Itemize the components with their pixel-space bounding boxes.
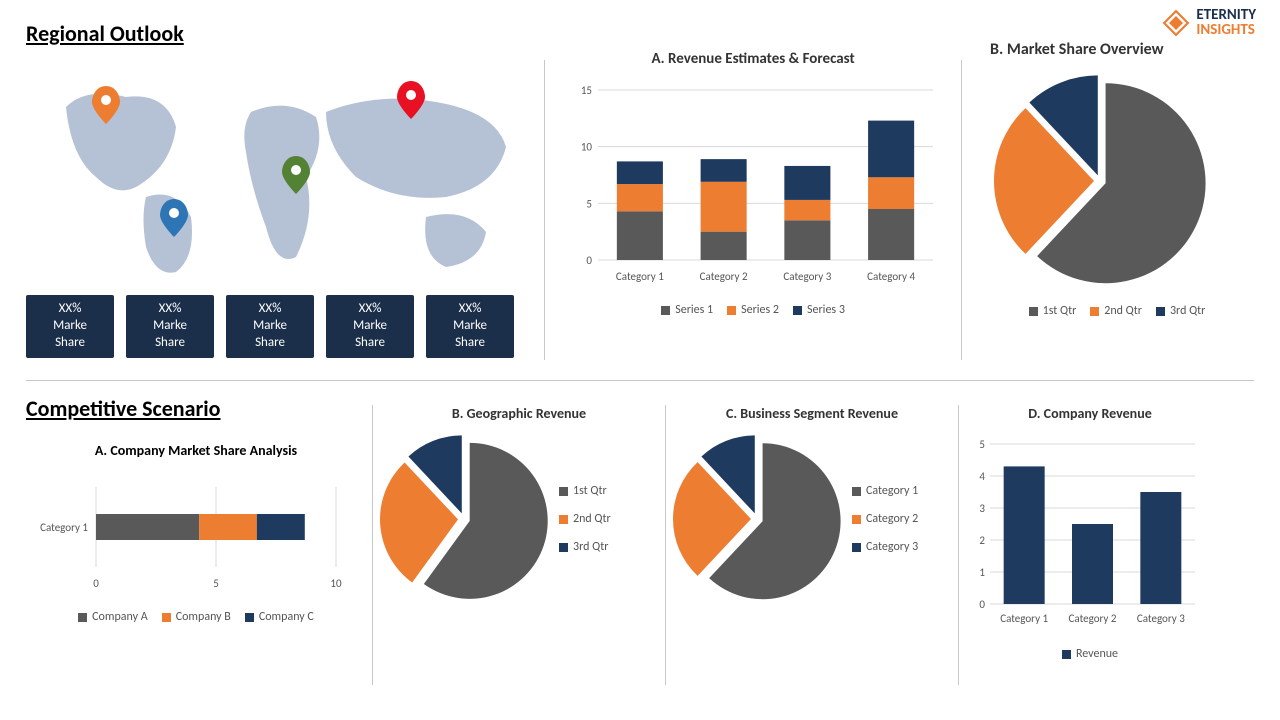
legend-item: 2nd Qtr bbox=[1090, 304, 1142, 318]
svg-text:Category 2: Category 2 bbox=[700, 270, 748, 283]
svg-text:2: 2 bbox=[979, 534, 985, 547]
svg-text:0: 0 bbox=[979, 598, 985, 611]
regional-outlook-panel: Regional Outlook XX%MarkeShareXX%MarkeSh… bbox=[26, 20, 536, 370]
svg-text:10: 10 bbox=[330, 577, 342, 590]
svg-text:4: 4 bbox=[979, 470, 985, 483]
geographic-revenue-chart: B. Geographic Revenue 1st Qtr 2nd Qtr 3rd … bbox=[379, 395, 659, 705]
market-share-box: XX%MarkeShare bbox=[126, 295, 214, 358]
svg-text:15: 15 bbox=[581, 84, 592, 97]
bottomB-title: B. Geographic Revenue bbox=[379, 405, 659, 422]
bottomC-title: C. Business Segment Revenue bbox=[672, 405, 952, 422]
legend-item: 3rd Qtr bbox=[559, 540, 611, 554]
legend-item: Revenue bbox=[1062, 647, 1118, 661]
legend-item: Company C bbox=[245, 610, 314, 624]
svg-text:Category 1: Category 1 bbox=[1000, 612, 1048, 625]
chartA-title: A. Revenue Estimates & Forecast bbox=[563, 50, 943, 68]
company-revenue-chart: D. Company Revenue 0 1 2 3 4 5 Category 1 Categ… bbox=[965, 395, 1215, 705]
world-map bbox=[26, 57, 536, 287]
svg-text:0: 0 bbox=[93, 577, 99, 590]
market-share-box: XX%MarkeShare bbox=[26, 295, 114, 358]
svg-text:Category 3: Category 3 bbox=[784, 270, 832, 283]
legend-item: Category 3 bbox=[852, 540, 918, 554]
svg-text:Category 2: Category 2 bbox=[1069, 612, 1117, 625]
bottomD-legend: Revenue bbox=[965, 647, 1215, 661]
compA-title: A. Company Market Share Analysis bbox=[26, 442, 366, 459]
chartB-title: B. Market Share Overview bbox=[980, 40, 1254, 59]
compA-legend: Company A Company B Company C bbox=[26, 610, 366, 624]
competitive-title: Competitive Scenario bbox=[26, 395, 366, 422]
market-share-pie: B. Market Share Overview 1st Qtr 2nd Qtr 3… bbox=[970, 20, 1254, 370]
svg-text:Category 3: Category 3 bbox=[1137, 612, 1185, 625]
divider bbox=[961, 60, 962, 360]
svg-text:1: 1 bbox=[979, 566, 985, 579]
market-share-box: XX%MarkeShare bbox=[426, 295, 514, 358]
svg-text:Category 1: Category 1 bbox=[616, 270, 664, 283]
divider bbox=[372, 405, 373, 685]
svg-text:5: 5 bbox=[587, 197, 593, 210]
svg-text:5: 5 bbox=[213, 577, 219, 590]
market-share-box: XX%MarkeShare bbox=[226, 295, 314, 358]
market-share-boxes: XX%MarkeShareXX%MarkeShareXX%MarkeShareX… bbox=[26, 295, 536, 358]
market-share-box: XX%MarkeShare bbox=[326, 295, 414, 358]
bottomC-legend: Category 1 Category 2 Category 3 bbox=[852, 484, 918, 554]
legend-item: 3rd Qtr bbox=[1156, 304, 1205, 318]
h-divider bbox=[26, 380, 1254, 381]
legend-item: Category 2 bbox=[852, 512, 918, 526]
legend-item: Company A bbox=[78, 610, 148, 624]
svg-text:5: 5 bbox=[979, 438, 985, 451]
divider bbox=[544, 60, 545, 360]
chartB-legend: 1st Qtr 2nd Qtr 3rd Qtr bbox=[980, 304, 1254, 318]
legend-item: Series 1 bbox=[661, 303, 713, 317]
legend-item: Series 3 bbox=[793, 303, 845, 317]
divider bbox=[665, 405, 666, 685]
competitive-scenario-panel: Competitive Scenario A. Company Market S… bbox=[26, 395, 366, 705]
legend-item: Company B bbox=[162, 610, 231, 624]
legend-item: 2nd Qtr bbox=[559, 512, 611, 526]
legend-item: Category 1 bbox=[852, 484, 918, 498]
regional-title: Regional Outlook bbox=[26, 20, 536, 47]
divider bbox=[958, 405, 959, 685]
legend-item: 1st Qtr bbox=[559, 484, 611, 498]
legend-item: 1st Qtr bbox=[1029, 304, 1077, 318]
legend-item: Series 2 bbox=[727, 303, 779, 317]
chartA-legend: Series 1 Series 2 Series 3 bbox=[563, 303, 943, 317]
svg-text:3: 3 bbox=[979, 502, 985, 515]
bottomD-title: D. Company Revenue bbox=[965, 405, 1215, 422]
svg-text:0: 0 bbox=[587, 254, 593, 267]
svg-text:Category 1: Category 1 bbox=[40, 521, 88, 534]
bottomB-legend: 1st Qtr 2nd Qtr 3rd Qtr bbox=[559, 484, 611, 554]
revenue-forecast-chart: A. Revenue Estimates & Forecast 0 5 10 15 Ca… bbox=[553, 20, 953, 370]
svg-text:10: 10 bbox=[581, 141, 593, 154]
svg-text:Category 4: Category 4 bbox=[867, 270, 915, 283]
segment-revenue-chart: C. Business Segment Revenue Category 1Ca… bbox=[672, 395, 952, 705]
